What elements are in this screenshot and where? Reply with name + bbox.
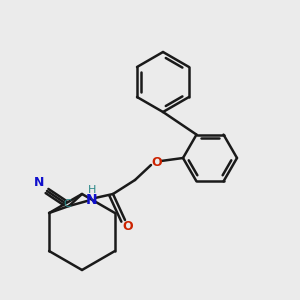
Text: N: N: [86, 193, 98, 207]
Text: O: O: [152, 155, 162, 169]
Text: C: C: [63, 199, 71, 209]
Text: O: O: [123, 220, 133, 233]
Text: H: H: [88, 185, 96, 195]
Text: N: N: [34, 176, 44, 190]
